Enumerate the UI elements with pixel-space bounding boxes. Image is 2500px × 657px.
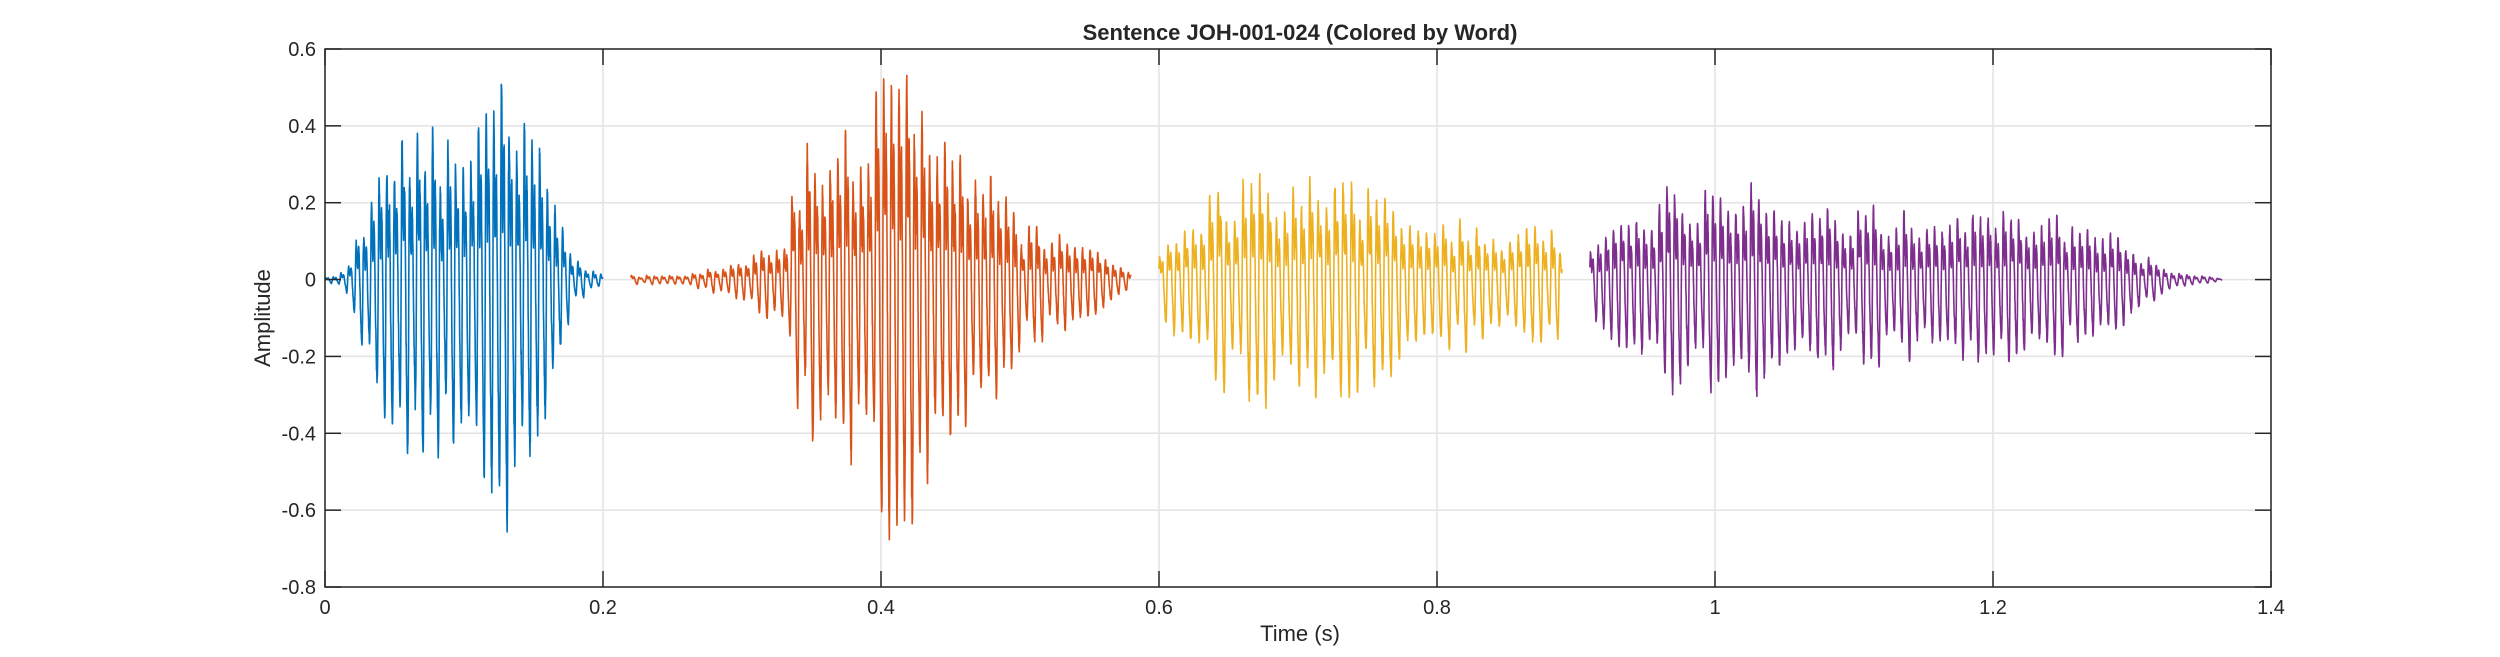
y-tick-label: 0 (305, 270, 316, 292)
y-tick-label: 0.2 (288, 193, 316, 215)
y-tick-label: -0.4 (282, 423, 316, 445)
x-tick-label: 0.4 (867, 597, 895, 619)
y-tick-label: -0.2 (282, 346, 316, 368)
waveform-series-4 (1589, 182, 2223, 398)
x-tick-label: 1.2 (1979, 597, 2007, 619)
x-axis-label: Time (s) (1260, 621, 1340, 646)
chart-title: Sentence JOH-001-024 (Colored by Word) (1083, 20, 1518, 45)
axes (324, 48, 2272, 588)
x-axis-ticks: 0 0.2 0.4 0.6 0.8 1 1.2 1.4 (319, 49, 2285, 619)
x-tick-label: 0.2 (589, 597, 617, 619)
x-tick-label: 0 (319, 597, 330, 619)
y-tick-label: -0.6 (282, 500, 316, 522)
waveform-series-1 (324, 83, 604, 533)
x-tick-label: 0.6 (1145, 597, 1173, 619)
x-tick-label: 0.8 (1423, 597, 1451, 619)
grid (324, 48, 2272, 588)
y-tick-label: -0.8 (282, 577, 316, 599)
series-layer (324, 74, 2223, 541)
y-axis-label: Amplitude (250, 269, 275, 367)
y-axis-ticks: -0.8 -0.6 -0.4 -0.2 0 0.2 0.4 0.6 (282, 39, 2271, 599)
y-tick-label: 0.4 (288, 116, 316, 138)
axes-box (324, 48, 2272, 588)
waveform-series-2 (630, 74, 1132, 541)
x-tick-label: 1.4 (2257, 597, 2285, 619)
x-tick-label: 1 (1709, 597, 1720, 619)
y-tick-label: 0.6 (288, 39, 316, 61)
waveform-series-3 (1158, 172, 1563, 410)
